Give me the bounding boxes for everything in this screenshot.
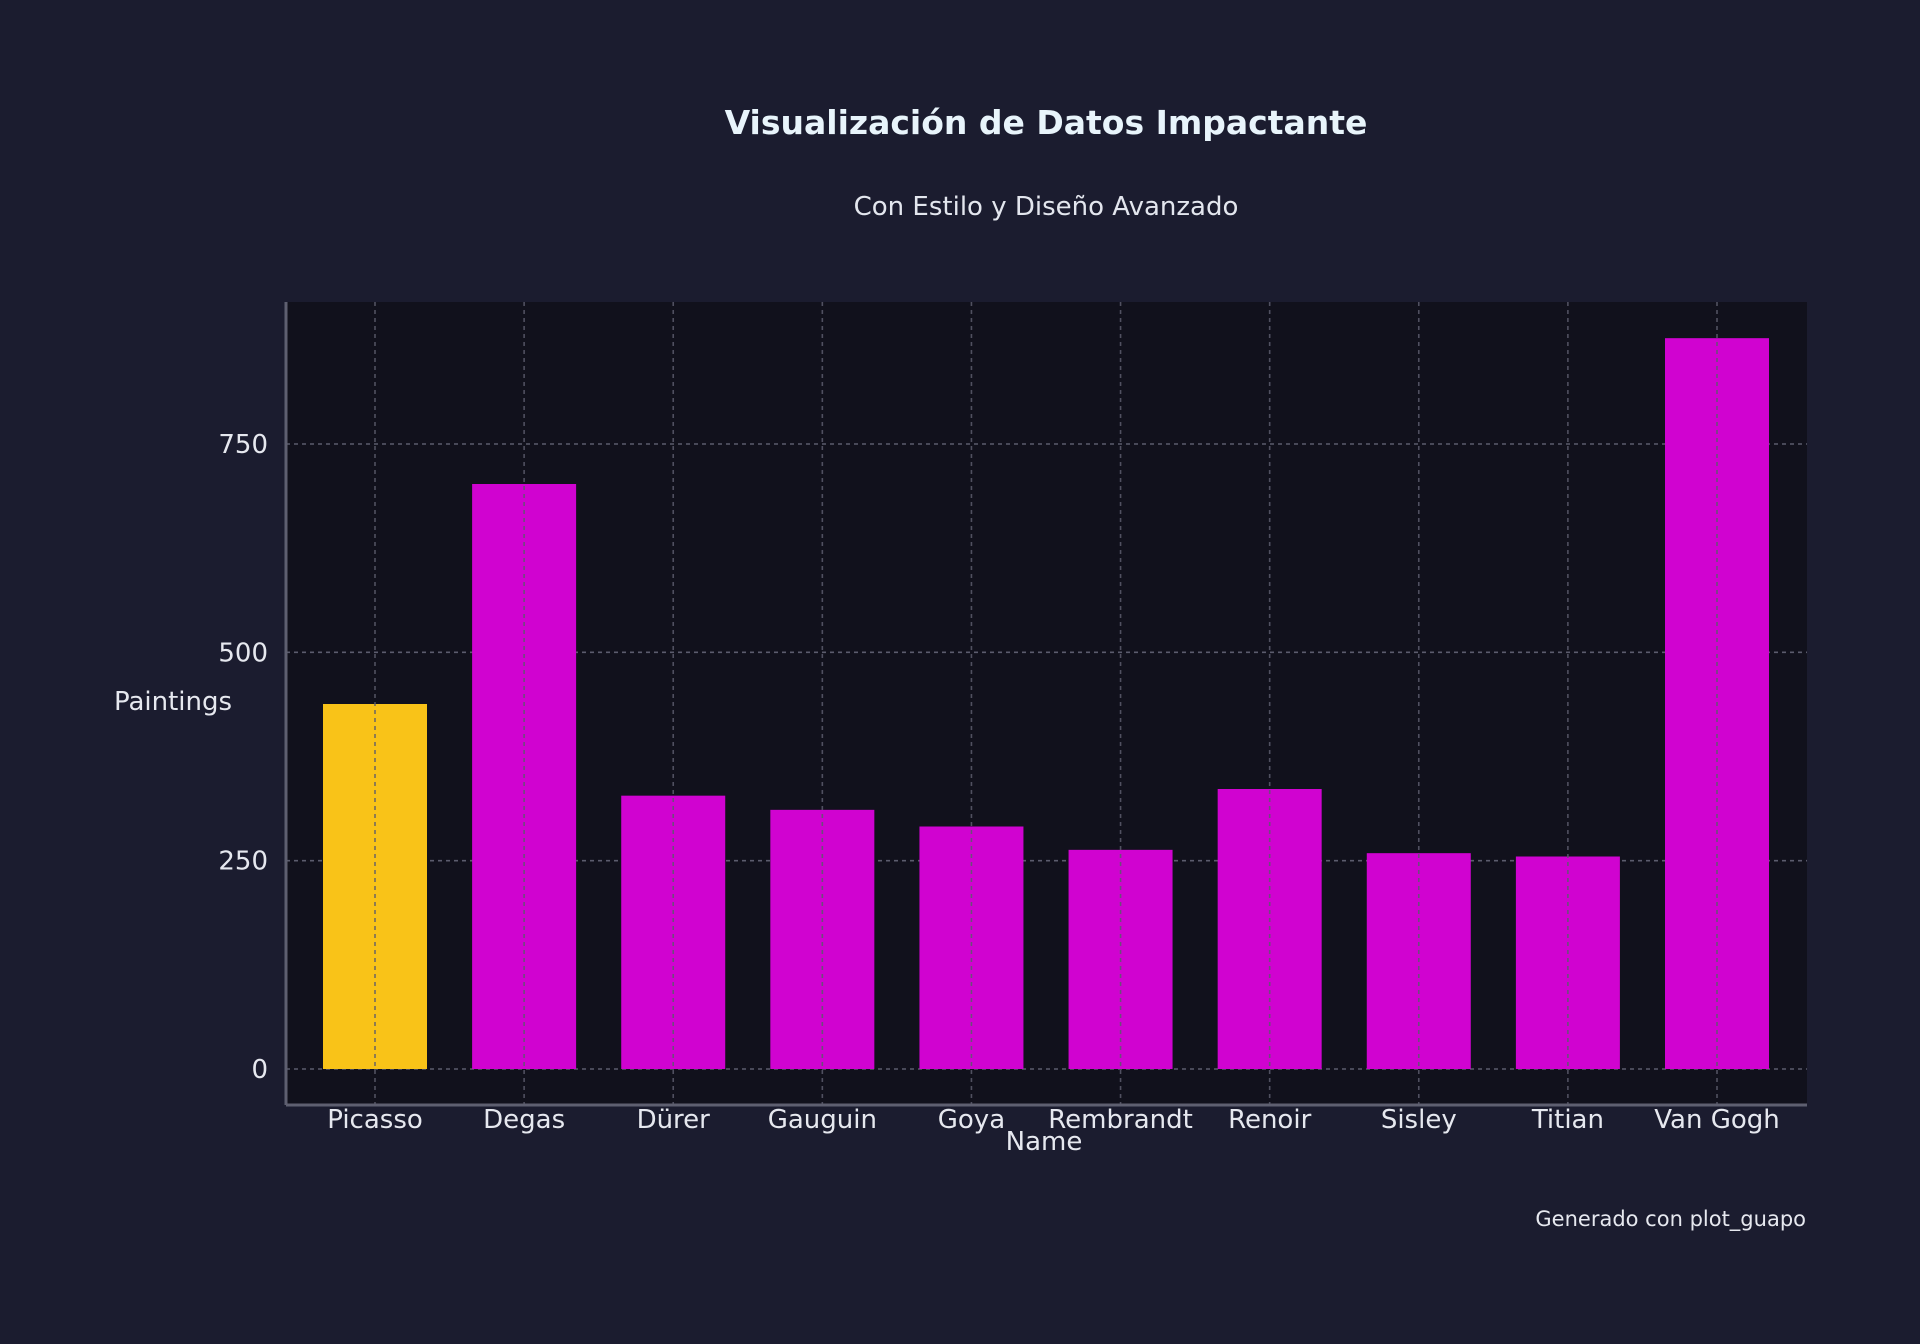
x-tick-label: Degas <box>483 1105 565 1135</box>
vertical-grid-overlay <box>374 302 1718 1105</box>
bar-goya <box>919 826 1024 1069</box>
generated-caption: Generado con plot_guapo <box>1535 1207 1806 1232</box>
x-tick-label: Titian <box>1531 1105 1604 1135</box>
x-tick-label: Dürer <box>637 1105 711 1135</box>
y-tick-label: 0 <box>251 1055 268 1085</box>
y-axis-label: Paintings <box>114 687 232 717</box>
bar-d-rer <box>621 795 726 1069</box>
x-tick-label: Van Gogh <box>1654 1105 1779 1135</box>
x-tick-label: Gauguin <box>768 1105 877 1135</box>
y-tick-labels: 0 250 500 750 <box>218 430 268 1085</box>
y-tick-label: 250 <box>218 847 268 877</box>
y-tick-label: 750 <box>218 430 268 460</box>
x-tick-label: Renoir <box>1228 1105 1312 1135</box>
y-tick-label: 500 <box>218 638 268 668</box>
x-axis-label: Name <box>1006 1127 1083 1157</box>
x-tick-label: Sisley <box>1381 1105 1457 1135</box>
x-tick-label: Rembrandt <box>1048 1105 1193 1135</box>
chart-subtitle: Con Estilo y Diseño Avanzado <box>854 192 1239 222</box>
x-tick-label: Goya <box>938 1105 1005 1135</box>
x-tick-labels: Picasso Degas Dürer Gauguin Goya Rembrandt Ren… <box>327 1105 1780 1135</box>
x-tick-label: Picasso <box>327 1105 423 1135</box>
chart-title: Visualización de Datos Impactante <box>725 103 1368 142</box>
